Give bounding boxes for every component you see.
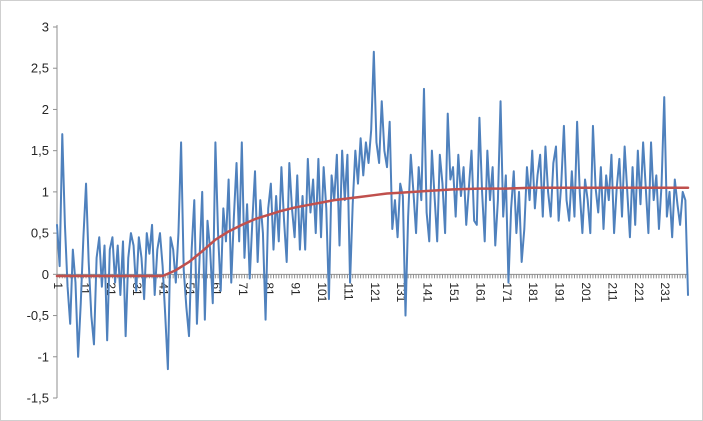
axes [53,25,688,399]
trend-series-line [55,186,690,278]
x-tick-label: 121 [368,282,382,302]
y-tick-label: 0 [42,267,49,282]
x-tick-label: 21 [104,282,118,296]
x-tick-label: 171 [500,282,514,302]
x-tick-label: 231 [658,282,672,302]
y-tick-label: 2 [42,102,49,117]
x-tick-label: 71 [236,282,250,296]
x-tick-label: 191 [553,282,567,302]
y-tick-label: 3 [42,20,49,35]
y-axis-labels: 3 2,5 2 1,5 1 0,5 0 -0,5 -1 -1,5 [27,20,49,406]
x-tick-label: 91 [289,282,303,296]
y-tick-label: -1 [37,349,49,364]
x-axis-labels: 1 11 21 31 41 51 61 71 81 91 101 111 121 131 141 151 161… [51,282,672,302]
x-tick-label: 221 [632,282,646,302]
noisy-series-line [56,50,689,371]
y-tick-label: -1,5 [27,391,49,406]
y-tick-label: 2,5 [31,61,49,76]
y-tick-label: -0,5 [27,308,49,323]
x-tick-label: 201 [579,282,593,302]
x-tick-label: 211 [605,282,619,301]
x-tick-label: 181 [526,282,540,302]
x-tick-label: 141 [421,282,435,302]
x-tick-label: 151 [447,282,461,302]
y-tick-label: 1 [42,184,49,199]
y-tick-label: 0,5 [31,226,49,241]
series-lines [55,50,690,371]
x-tick-label: 161 [473,282,487,302]
x-tick-label: 1 [51,282,65,289]
x-tick-label: 111 [341,282,355,301]
y-tick-label: 1,5 [31,143,49,158]
x-tick-label: 101 [315,282,329,302]
